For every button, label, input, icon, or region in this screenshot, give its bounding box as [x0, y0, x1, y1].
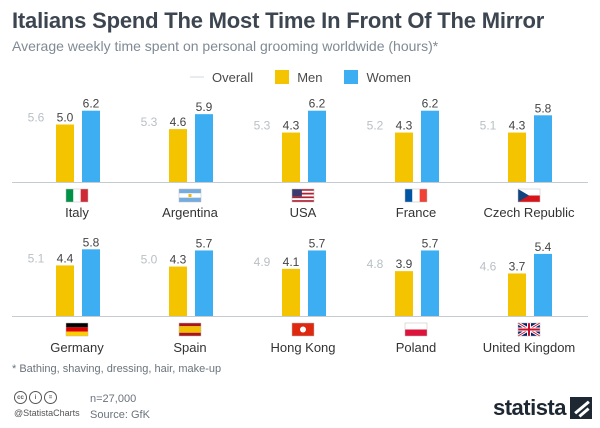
flag-spain-icon	[178, 322, 202, 337]
bar-women	[308, 250, 326, 316]
bar-men	[508, 132, 526, 182]
bar-value-label-women: 5.7	[196, 236, 213, 250]
category-label: Argentina	[162, 205, 218, 220]
bar-men	[56, 265, 74, 316]
bar-value-label-overall: 5.1	[28, 251, 45, 265]
legend-swatch-overall	[190, 76, 204, 78]
bar-value-label-men: 4.3	[170, 253, 187, 267]
bar-value-label-overall: 5.6	[28, 111, 45, 125]
bar-value-label-men: 3.9	[396, 257, 413, 271]
bar-value-label-women: 5.9	[196, 100, 213, 114]
flag-france-icon	[404, 188, 428, 203]
legend-item-men: Men	[275, 70, 322, 85]
flag-argentina-icon	[178, 188, 202, 203]
category-label: Germany	[50, 340, 104, 355]
legend-label-men: Men	[297, 69, 323, 85]
chart-subtitle: Average weekly time spent on personal gr…	[12, 38, 439, 54]
statista-logo[interactable]: statista	[493, 395, 592, 421]
bar-value-label-overall: 5.3	[254, 119, 271, 133]
bar-men	[169, 266, 187, 316]
bar-value-label-women: 6.2	[309, 97, 326, 111]
legend-swatch-men	[275, 70, 290, 84]
flag-united-kingdom-icon	[517, 321, 541, 338]
bar-value-label-men: 4.1	[283, 255, 300, 269]
bar-value-label-men: 4.3	[396, 119, 413, 133]
category-label: Spain	[173, 340, 206, 355]
bar-men	[56, 124, 74, 182]
category-label: Italy	[65, 205, 89, 220]
bar-women	[421, 250, 439, 316]
category-label: France	[396, 205, 436, 220]
bar-value-label-overall: 5.3	[141, 115, 158, 129]
bar-men	[508, 273, 526, 316]
bar-value-label-men: 4.3	[509, 119, 526, 133]
twitter-handle[interactable]: @StatistaCharts	[14, 408, 80, 418]
source-label: Source: GfK	[90, 409, 150, 421]
bar-women	[308, 110, 326, 182]
flag-hong-kong-icon	[291, 322, 315, 337]
grouped-bar-chart: 5.6 5.0 6.2 Italy 5.3 4.6 5.9 Argentina 5.3 4.3 6.…	[12, 97, 588, 355]
attribution-icon: i	[29, 391, 42, 404]
flag-poland-icon	[404, 322, 428, 337]
bar-value-label-overall: 4.8	[367, 257, 384, 271]
creative-commons-icons: cc i =	[14, 391, 94, 404]
chart-title: Italians Spend The Most Time In Front Of…	[12, 8, 545, 33]
bar-value-label-women: 6.2	[83, 97, 100, 111]
bar-value-label-overall: 4.6	[480, 259, 497, 273]
bar-women	[195, 250, 213, 316]
bar-value-label-overall: 4.9	[254, 255, 271, 269]
bar-value-label-men: 4.3	[283, 119, 300, 133]
bar-men	[395, 132, 413, 182]
logo-text: statista	[492, 395, 567, 420]
bar-women	[195, 114, 213, 182]
legend-item-overall: Overall	[190, 70, 253, 85]
bar-value-label-overall: 5.1	[480, 119, 497, 133]
bar-value-label-men: 3.7	[509, 259, 526, 273]
bar-women	[534, 253, 552, 316]
bar-value-label-women: 6.2	[422, 97, 439, 111]
bar-value-label-women: 5.7	[309, 236, 326, 250]
bar-men	[169, 129, 187, 182]
bar-value-label-men: 4.6	[170, 115, 187, 129]
bar-women	[82, 249, 100, 316]
category-label: Poland	[396, 340, 436, 355]
category-label: Czech Republic	[483, 205, 575, 220]
footnote: * Bathing, shaving, dressing, hair, make…	[12, 363, 222, 375]
category-label: USA	[290, 205, 317, 220]
bar-value-label-women: 5.8	[535, 101, 552, 115]
bar-value-label-women: 5.8	[83, 235, 100, 249]
category-label: Hong Kong	[270, 340, 335, 355]
bar-value-label-men: 5.0	[57, 111, 74, 125]
bar-value-label-women: 5.7	[422, 236, 439, 250]
bar-women	[82, 110, 100, 182]
category-label: United Kingdom	[483, 340, 576, 355]
legend-item-women: Women	[344, 70, 411, 85]
legend-label-women: Women	[366, 69, 412, 85]
statista-mark-icon	[570, 397, 592, 419]
bar-women	[534, 115, 552, 182]
legend: Overall Men Women	[190, 68, 433, 86]
cc-icon: cc	[14, 391, 27, 404]
flag-usa-icon	[291, 188, 315, 203]
no-derivatives-icon: =	[44, 391, 57, 404]
flag-czech-republic-icon	[517, 188, 541, 203]
bar-value-label-men: 4.4	[57, 251, 74, 265]
bar-value-label-women: 5.4	[535, 240, 552, 254]
bar-value-label-overall: 5.2	[367, 119, 384, 133]
bar-value-label-overall: 5.0	[141, 253, 158, 267]
license-block: cc i = @StatistaCharts	[14, 391, 94, 418]
bar-women	[421, 110, 439, 182]
sample-size: n=27,000	[90, 393, 137, 405]
flag-germany-icon	[65, 322, 89, 337]
bar-men	[282, 132, 300, 182]
legend-label-overall: Overall	[212, 69, 254, 85]
bar-men	[395, 271, 413, 316]
legend-swatch-women	[344, 70, 359, 84]
flag-italy-icon	[65, 188, 89, 203]
bar-men	[282, 268, 300, 316]
